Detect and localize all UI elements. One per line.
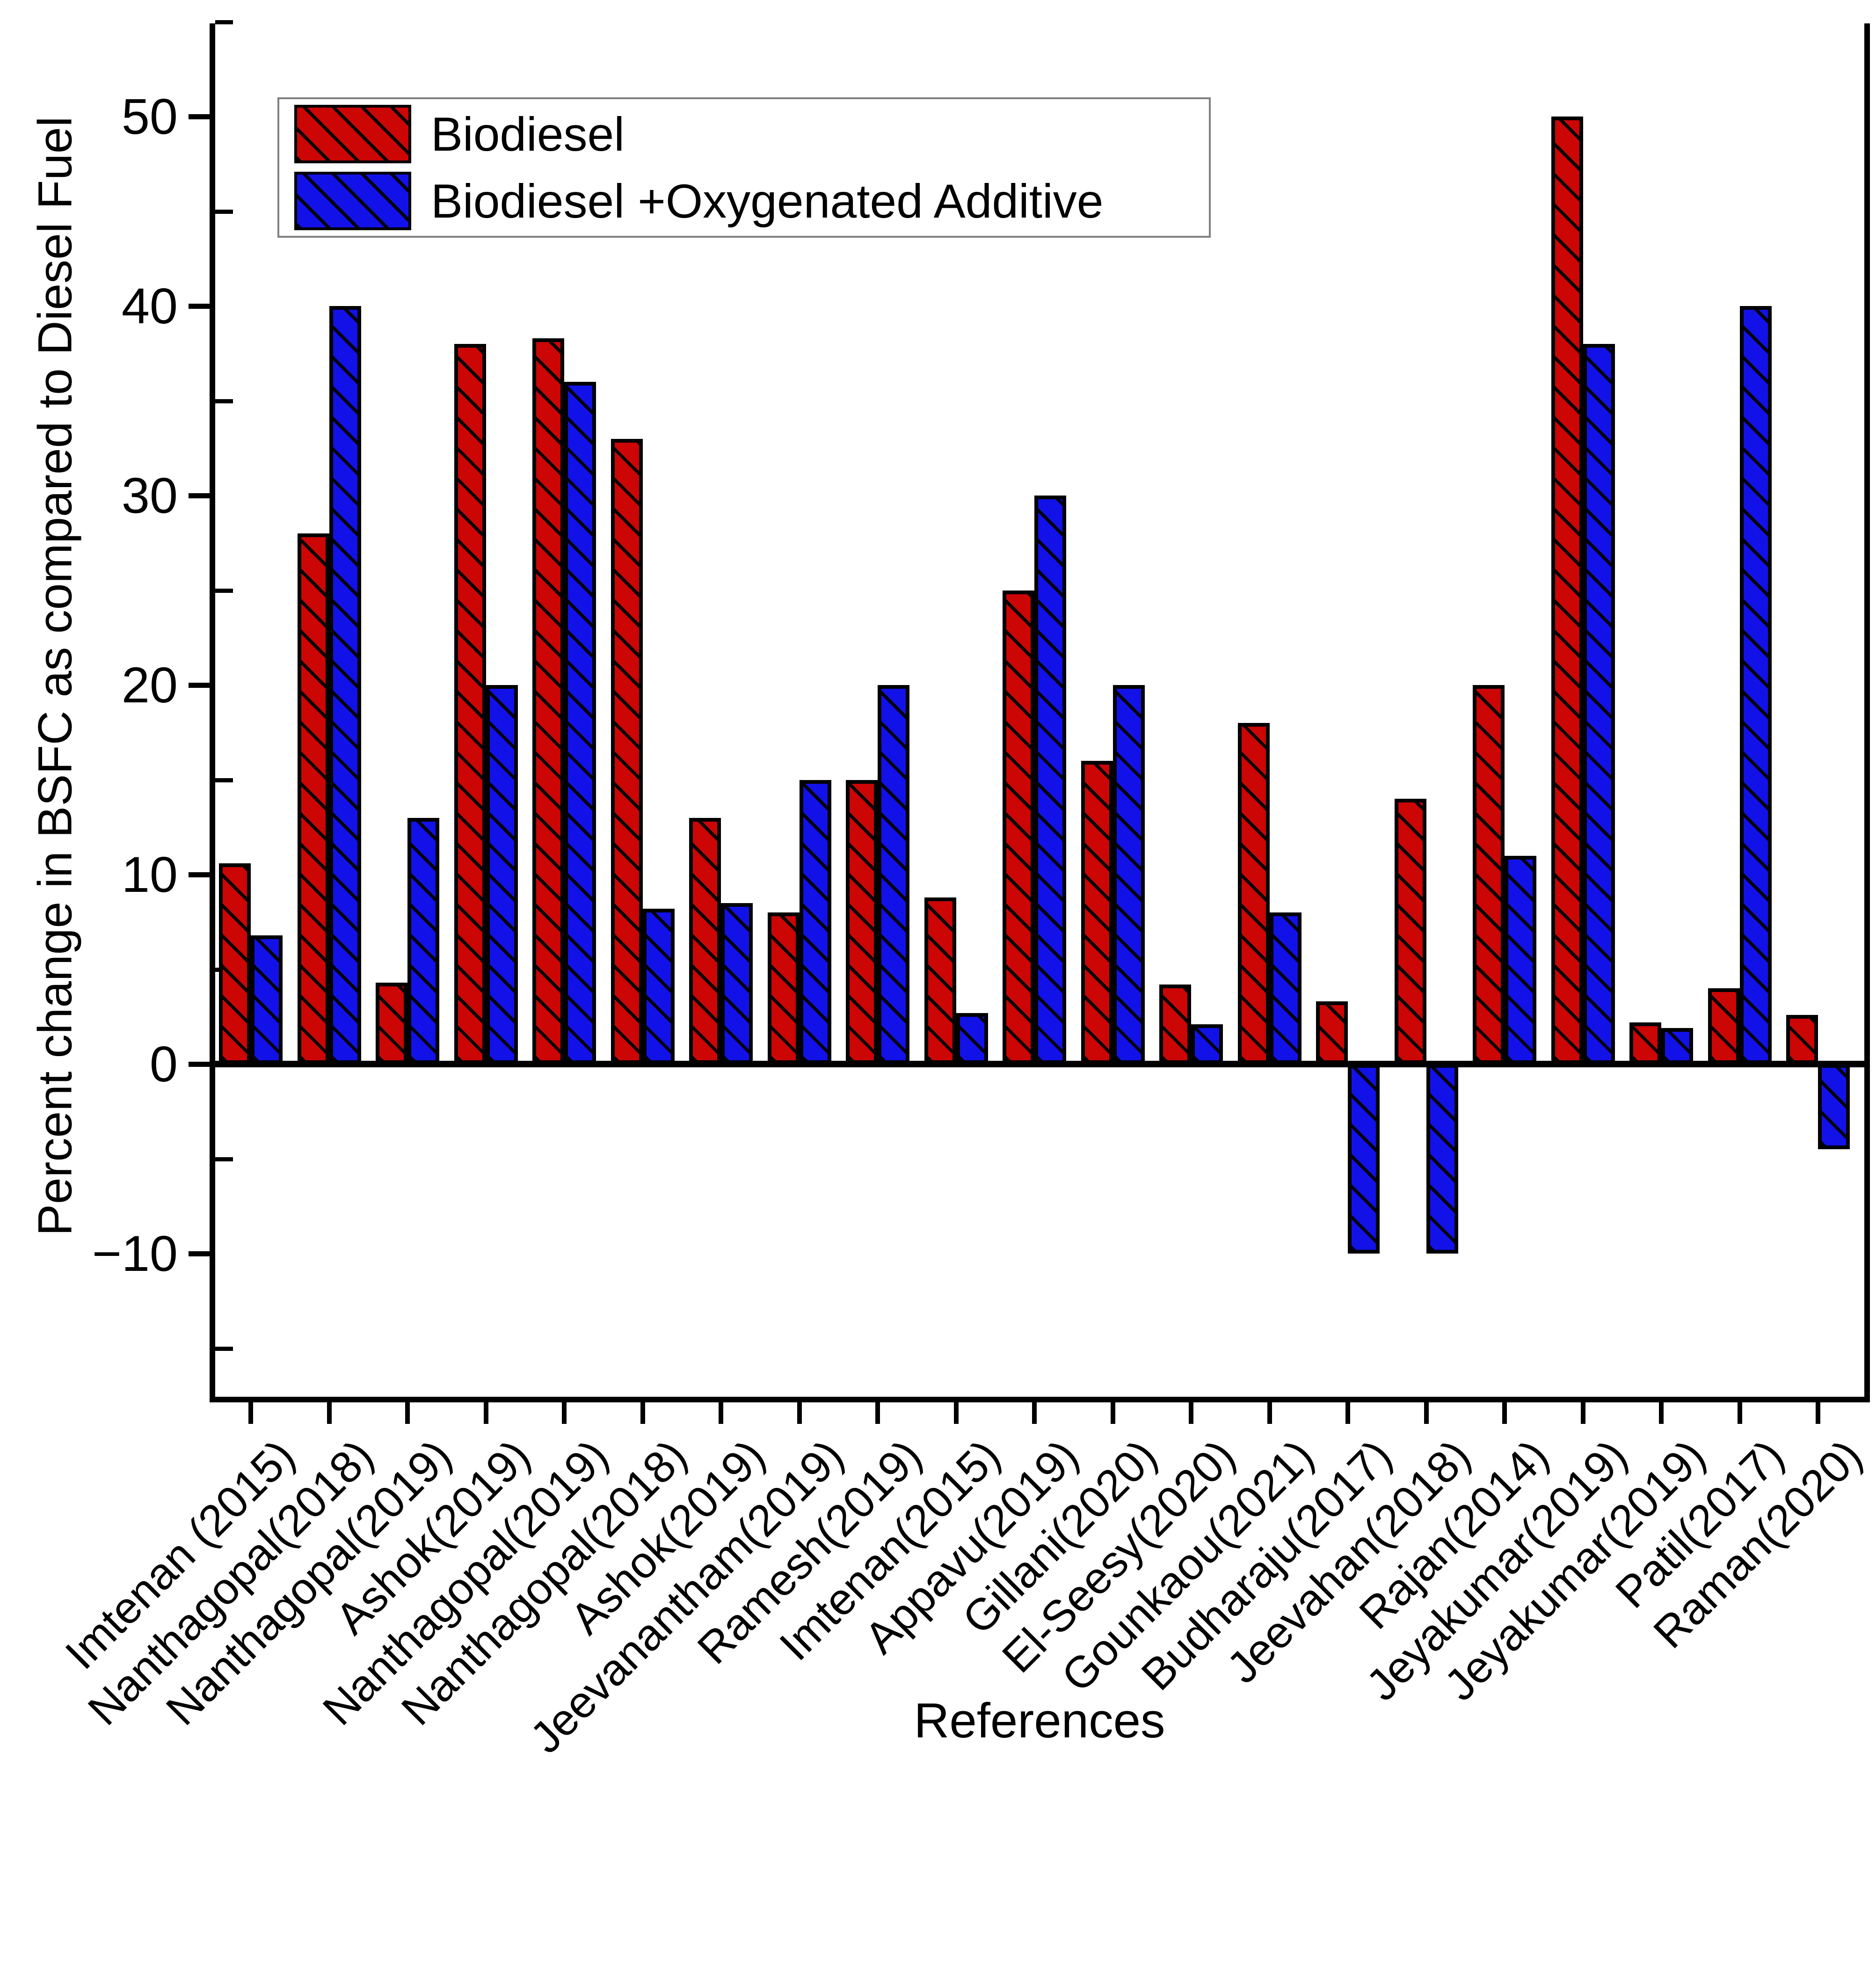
bar-biodiesel-additive [642, 908, 675, 1064]
bar-biodiesel-additive [1505, 855, 1536, 1064]
bar-biodiesel [1159, 984, 1191, 1064]
bar-biodiesel-additive [407, 817, 439, 1064]
y-axis-major-tick [189, 114, 215, 119]
bar-biodiesel [846, 780, 878, 1064]
bar-biodiesel [1786, 1014, 1818, 1064]
bar-biodiesel [454, 344, 486, 1064]
plot-area [210, 23, 1870, 1402]
bar-biodiesel-additive [1191, 1024, 1223, 1064]
x-axis-tick [953, 1402, 959, 1424]
bar-biodiesel-additive [1661, 1028, 1693, 1064]
y-axis-tick-label: 40 [121, 277, 178, 334]
y-axis-minor-tick [215, 588, 233, 593]
y-axis-major-tick [189, 872, 215, 877]
bar-biodiesel [1237, 723, 1270, 1064]
bar-biodiesel [1316, 1001, 1348, 1064]
bar-biodiesel-additive [878, 685, 909, 1064]
bar-biodiesel [689, 817, 721, 1064]
bar-biodiesel [1394, 799, 1426, 1064]
bar-biodiesel-additive [564, 382, 596, 1064]
x-axis-tick [1032, 1402, 1037, 1424]
legend-label-biodiesel: Biodiesel [431, 107, 625, 161]
y-axis-tick-label: 30 [121, 467, 178, 524]
bar-biodiesel-additive [721, 903, 753, 1064]
x-axis-tick [1502, 1402, 1507, 1424]
bar-biodiesel-additive [1739, 306, 1772, 1064]
y-axis-minor-tick [215, 1157, 233, 1161]
y-axis-major-tick [189, 1062, 215, 1067]
y-axis-minor-tick [215, 399, 233, 403]
y-axis-major-tick [189, 304, 215, 309]
x-axis-tick [1580, 1402, 1585, 1424]
legend-swatch-biodiesel [294, 105, 411, 163]
y-axis-tick-label: 10 [121, 846, 178, 903]
legend-item-biodiesel-additive: Biodiesel +Oxygenated Additive [294, 171, 1209, 231]
bar-biodiesel [1473, 685, 1505, 1064]
bar-biodiesel [924, 897, 956, 1064]
x-axis-tick [483, 1402, 488, 1424]
bar-biodiesel-additive [1113, 685, 1145, 1064]
y-axis-minor-tick [215, 209, 233, 214]
bar-biodiesel-additive [1426, 1064, 1458, 1254]
x-axis-tick [327, 1402, 332, 1424]
x-axis-tick [1659, 1402, 1664, 1424]
y-axis-minor-tick [215, 20, 233, 24]
x-axis-tick [1189, 1402, 1193, 1424]
bar-biodiesel [219, 863, 251, 1064]
legend-item-biodiesel: Biodiesel [294, 104, 1209, 164]
y-axis-major-tick [189, 493, 215, 498]
bar-biodiesel-additive [956, 1013, 988, 1064]
legend: Biodiesel Biodiesel +Oxygenated Additive [277, 97, 1211, 238]
bar-biodiesel [1003, 590, 1034, 1064]
x-axis-tick [1424, 1402, 1429, 1424]
x-axis-tick [1345, 1402, 1350, 1424]
bar-biodiesel-additive [1269, 912, 1302, 1064]
y-axis-tick-label: 0 [149, 1036, 178, 1092]
y-axis-minor-tick [215, 778, 233, 782]
legend-swatch-biodiesel-additive [294, 172, 411, 230]
bar-biodiesel-additive [1034, 496, 1066, 1064]
y-axis-major-tick [189, 683, 215, 688]
x-axis-title: References [914, 1693, 1165, 1748]
bar-biodiesel [1629, 1022, 1661, 1064]
bar-biodiesel-additive [329, 306, 361, 1064]
x-axis-tick [875, 1402, 880, 1424]
bar-biodiesel [297, 533, 329, 1064]
x-axis-tick [248, 1402, 253, 1424]
bar-biodiesel [532, 338, 564, 1064]
y-axis-tick-label: −10 [92, 1225, 178, 1282]
bar-biodiesel [376, 982, 407, 1064]
y-axis-tick-label: 20 [121, 656, 178, 713]
y-axis-tick-label: 50 [121, 88, 178, 145]
bar-biodiesel [767, 912, 800, 1064]
bar-biodiesel-additive [251, 935, 283, 1064]
bar-biodiesel-additive [1818, 1064, 1850, 1150]
x-axis-tick [719, 1402, 723, 1424]
bar-biodiesel [1708, 988, 1740, 1064]
bar-biodiesel-additive [1348, 1064, 1380, 1254]
bar-biodiesel-additive [486, 685, 518, 1064]
x-axis-tick [640, 1402, 645, 1424]
bar-biodiesel-additive [1583, 344, 1615, 1064]
x-axis-tick [562, 1402, 567, 1424]
bar-biodiesel [1551, 117, 1583, 1064]
bar-biodiesel [611, 438, 643, 1064]
legend-label-biodiesel-additive: Biodiesel +Oxygenated Additive [431, 174, 1104, 228]
x-axis-tick [1267, 1402, 1272, 1424]
x-axis-tick [1110, 1402, 1115, 1424]
x-axis-tick [1737, 1402, 1742, 1424]
y-axis-major-tick [189, 1251, 215, 1256]
bar-biodiesel [1081, 761, 1113, 1064]
x-axis-tick [797, 1402, 802, 1424]
bsfc-bar-chart: Percent change in BSFC as compared to Di… [29, 20, 1871, 1763]
y-axis-minor-tick [215, 1346, 233, 1351]
x-axis-tick [1816, 1402, 1820, 1424]
x-axis-tick [405, 1402, 410, 1424]
bar-biodiesel-additive [799, 780, 831, 1064]
